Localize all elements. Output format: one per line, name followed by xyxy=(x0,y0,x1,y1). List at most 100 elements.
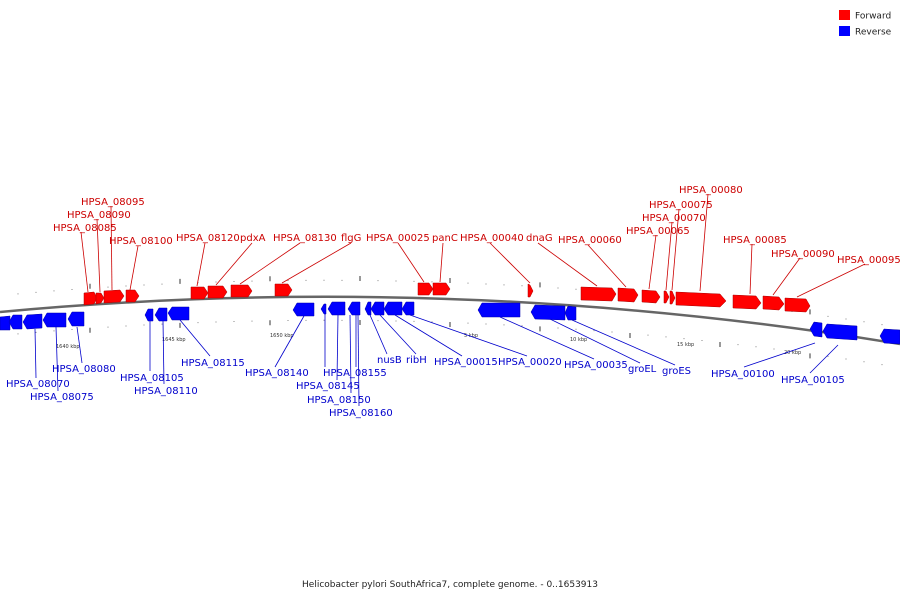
gene-label[interactable]: dnaG xyxy=(526,233,553,244)
gene-label[interactable]: flgG xyxy=(341,233,361,244)
gene-reverse[interactable] xyxy=(477,302,521,318)
gene-forward[interactable] xyxy=(230,284,253,298)
gene-forward[interactable] xyxy=(125,289,140,303)
gene-forward[interactable] xyxy=(617,287,639,303)
gene-label[interactable]: pdxA xyxy=(240,233,266,244)
gene-label[interactable]: HPSA_08145 xyxy=(296,381,360,392)
ruler-ticks xyxy=(17,275,883,366)
gene-label[interactable]: HPSA_08070 xyxy=(6,379,70,390)
tick-label: 20 kbp xyxy=(784,350,801,356)
gene-forward[interactable] xyxy=(732,294,762,310)
gene-label[interactable]: panC xyxy=(432,233,458,244)
tick-label: 1640 kbp xyxy=(56,344,80,350)
gene-label[interactable]: HPSA_08090 xyxy=(67,210,131,221)
gene-forward[interactable] xyxy=(95,292,105,305)
gene-label[interactable]: HPSA_08115 xyxy=(181,358,245,369)
gene-reverse[interactable] xyxy=(879,328,900,345)
gene-forward[interactable] xyxy=(83,291,98,306)
gene-forward[interactable] xyxy=(675,291,727,308)
gene-label[interactable]: HPSA_00070 xyxy=(642,213,706,224)
gene-label[interactable]: HPSA_00095 xyxy=(837,255,900,266)
gene-label[interactable]: HPSA_00065 xyxy=(626,226,690,237)
gene-forward[interactable] xyxy=(417,282,434,296)
gene-label[interactable]: HPSA_08160 xyxy=(329,408,393,419)
gene-reverse[interactable] xyxy=(320,303,327,315)
gene-forward[interactable] xyxy=(190,286,209,300)
reverse-labels: HPSA_08080 HPSA_08070 HPSA_08075 HPSA_08… xyxy=(6,355,845,419)
gene-label[interactable]: HPSA_00090 xyxy=(771,249,835,260)
gene-reverse[interactable] xyxy=(370,301,385,316)
gene-reverse[interactable] xyxy=(42,312,67,328)
gene-label[interactable]: HPSA_08080 xyxy=(52,364,116,375)
forward-genes xyxy=(83,282,811,313)
gene-reverse[interactable] xyxy=(564,305,577,321)
gene-label[interactable]: HPSA_00025 xyxy=(366,233,430,244)
gene-reverse[interactable] xyxy=(144,308,154,322)
tick-label: 10 kbp xyxy=(570,337,587,343)
reverse-label-lines xyxy=(34,314,839,407)
gene-forward[interactable] xyxy=(527,283,534,298)
gene-reverse[interactable] xyxy=(327,301,346,316)
gene-label[interactable]: HPSA_00040 xyxy=(460,233,524,244)
gene-reverse[interactable] xyxy=(383,301,403,316)
gene-label[interactable]: HPSA_08095 xyxy=(81,197,145,208)
genome-caption: Helicobacter pylori SouthAfrica7, comple… xyxy=(302,580,598,590)
ruler-labels: 1640 kbp 1645 kbp 1650 kbp 5 kbp 10 kbp … xyxy=(56,333,801,356)
tick-label: 15 kbp xyxy=(677,342,694,348)
gene-label[interactable]: HPSA_08075 xyxy=(30,392,94,403)
gene-label[interactable]: HPSA_08085 xyxy=(53,223,117,234)
gene-label[interactable]: HPSA_00105 xyxy=(781,375,845,386)
gene-forward[interactable] xyxy=(207,285,228,299)
gene-label[interactable]: HPSA_00035 xyxy=(564,360,628,371)
gene-label[interactable]: HPSA_00080 xyxy=(679,185,743,196)
gene-label[interactable]: HPSA_00015 xyxy=(434,357,498,368)
forward-labels: HPSA_08095 HPSA_08090 HPSA_08085 HPSA_08… xyxy=(53,185,900,266)
legend-reverse-swatch xyxy=(839,26,850,36)
gene-label[interactable]: groES xyxy=(662,366,691,377)
gene-label[interactable]: HPSA_08120 xyxy=(176,233,240,244)
tick-label: 1645 kbp xyxy=(162,337,186,343)
gene-reverse[interactable] xyxy=(822,323,858,341)
gene-label[interactable]: HPSA_00100 xyxy=(711,369,775,380)
gene-forward[interactable] xyxy=(663,290,670,304)
gene-label[interactable]: HPSA_08110 xyxy=(134,386,198,397)
gene-reverse[interactable] xyxy=(167,306,190,321)
gene-reverse[interactable] xyxy=(530,304,566,321)
gene-reverse[interactable] xyxy=(364,301,372,316)
gene-reverse[interactable] xyxy=(0,315,11,331)
gene-label[interactable]: HPSA_00020 xyxy=(498,357,562,368)
gene-label[interactable]: nusB xyxy=(377,355,402,366)
gene-reverse[interactable] xyxy=(154,307,168,322)
gene-reverse[interactable] xyxy=(401,301,415,316)
gene-label[interactable]: groEL xyxy=(628,364,657,375)
gene-forward[interactable] xyxy=(580,286,617,302)
forward-label-lines xyxy=(80,193,866,298)
gene-label[interactable]: ribH xyxy=(406,355,427,366)
gene-label[interactable]: HPSA_00075 xyxy=(649,200,713,211)
gene-reverse[interactable] xyxy=(347,301,361,316)
gene-label[interactable]: HPSA_08140 xyxy=(245,368,309,379)
legend-forward-swatch xyxy=(839,10,850,20)
gene-forward[interactable] xyxy=(432,282,451,296)
gene-reverse[interactable] xyxy=(292,302,315,317)
gene-label[interactable]: HPSA_08105 xyxy=(120,373,184,384)
gene-label[interactable]: HPSA_08130 xyxy=(273,233,337,244)
gene-label[interactable]: HPSA_08155 xyxy=(323,368,387,379)
gene-label[interactable]: HPSA_08150 xyxy=(307,395,371,406)
gene-reverse[interactable] xyxy=(67,311,85,327)
legend-forward-label: Forward xyxy=(855,12,891,22)
gene-reverse[interactable] xyxy=(809,321,823,338)
gene-forward[interactable] xyxy=(103,289,125,304)
gene-label[interactable]: HPSA_00085 xyxy=(723,235,787,246)
gene-label[interactable]: HPSA_00060 xyxy=(558,235,622,246)
gene-forward[interactable] xyxy=(762,295,785,311)
gene-reverse[interactable] xyxy=(22,313,43,330)
gene-forward[interactable] xyxy=(784,297,811,313)
gene-forward[interactable] xyxy=(641,289,661,304)
gene-forward[interactable] xyxy=(274,283,293,297)
gene-forward[interactable] xyxy=(669,290,676,305)
gene-label[interactable]: HPSA_08100 xyxy=(109,236,173,247)
gene-reverse[interactable] xyxy=(8,314,23,330)
